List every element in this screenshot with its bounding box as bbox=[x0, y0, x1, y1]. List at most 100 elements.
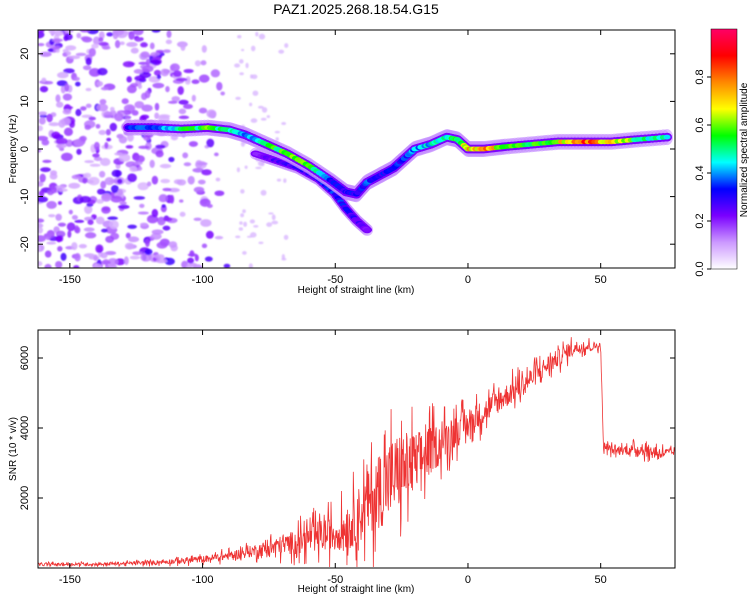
noise-blob bbox=[57, 201, 62, 205]
noise-blob bbox=[127, 224, 137, 229]
noise-blob bbox=[132, 251, 143, 256]
noise-blob bbox=[240, 189, 245, 194]
x-tick-label: -100 bbox=[192, 274, 214, 286]
noise-blob bbox=[151, 229, 164, 235]
noise-blob bbox=[101, 228, 108, 233]
noise-blob bbox=[155, 258, 168, 264]
noise-blob bbox=[75, 81, 81, 87]
noise-blob bbox=[125, 232, 131, 239]
noise-blob bbox=[255, 166, 262, 170]
noise-blob bbox=[56, 236, 62, 243]
noise-blob bbox=[74, 219, 85, 223]
noise-blob bbox=[38, 261, 43, 267]
noise-blob bbox=[38, 244, 42, 252]
noise-blob bbox=[165, 39, 173, 45]
noise-blob bbox=[200, 219, 212, 227]
noise-blob bbox=[45, 232, 51, 241]
noise-blob bbox=[242, 209, 246, 214]
noise-blob bbox=[48, 122, 60, 127]
noise-blob bbox=[201, 45, 207, 53]
noise-blob bbox=[168, 241, 178, 248]
noise-blob bbox=[124, 115, 131, 120]
noise-blob bbox=[144, 90, 151, 99]
noise-blob bbox=[183, 68, 194, 74]
noise-blob bbox=[127, 236, 140, 243]
snr-panel: -150 -100 -50 0 50 2000 4000 6000 Height of st… bbox=[8, 329, 676, 595]
noise-blob bbox=[98, 37, 104, 42]
noise-blob bbox=[92, 36, 101, 45]
noise-blob bbox=[79, 135, 87, 142]
noise-blob bbox=[239, 59, 244, 64]
noise-blob bbox=[95, 124, 101, 129]
noise-blob bbox=[106, 32, 114, 37]
noise-blob bbox=[187, 257, 195, 264]
noise-blob bbox=[38, 235, 46, 243]
noise-blob bbox=[55, 101, 64, 108]
noise-blob bbox=[150, 52, 161, 56]
noise-blob bbox=[62, 49, 69, 53]
noise-blob bbox=[63, 127, 73, 137]
noise-blob bbox=[198, 74, 210, 83]
noise-blob bbox=[238, 227, 244, 231]
noise-blob bbox=[38, 30, 45, 39]
noise-blob bbox=[146, 181, 152, 187]
noise-blob bbox=[57, 222, 67, 227]
noise-blob bbox=[79, 196, 92, 203]
noise-blob bbox=[179, 199, 184, 203]
noise-blob bbox=[54, 30, 64, 37]
noise-blob bbox=[57, 246, 63, 252]
noise-blob bbox=[135, 38, 142, 42]
snr-frame bbox=[37, 329, 676, 569]
noise-blob bbox=[258, 33, 266, 40]
x-tick-label: -50 bbox=[327, 574, 343, 586]
noise-blob bbox=[201, 169, 212, 176]
noise-blob bbox=[102, 46, 111, 50]
noise-blob bbox=[139, 203, 145, 208]
noise-blob bbox=[75, 52, 87, 57]
noise-blob bbox=[241, 48, 245, 52]
noise-blob bbox=[46, 241, 57, 245]
noise-blob bbox=[105, 129, 111, 136]
noise-blob bbox=[180, 43, 186, 51]
noise-blob bbox=[68, 182, 81, 189]
noise-blob bbox=[156, 241, 168, 249]
noise-blob bbox=[38, 226, 44, 234]
noise-blob bbox=[156, 74, 162, 80]
noise-blob bbox=[245, 62, 249, 69]
noise-blob bbox=[126, 76, 132, 83]
noise-blob bbox=[234, 63, 241, 68]
noise-blob bbox=[64, 33, 73, 41]
noise-blob bbox=[38, 190, 45, 197]
y-tick-label: 2000 bbox=[19, 486, 31, 510]
noise-blob bbox=[166, 30, 172, 38]
noise-blob bbox=[250, 118, 258, 123]
noise-blob bbox=[65, 45, 77, 51]
noise-blob bbox=[118, 135, 128, 144]
noise-blob bbox=[237, 34, 242, 39]
noise-blob bbox=[61, 152, 73, 162]
noise-blob bbox=[133, 68, 144, 74]
noise-blob bbox=[78, 243, 87, 249]
noise-blob bbox=[38, 42, 45, 47]
noise-blob bbox=[266, 115, 271, 119]
x-tick-label: -150 bbox=[59, 274, 81, 286]
noise-blob bbox=[119, 201, 127, 205]
noise-blob bbox=[117, 188, 123, 196]
noise-blob bbox=[54, 185, 66, 189]
noise-blob bbox=[74, 226, 81, 234]
noise-blob bbox=[110, 195, 123, 203]
noise-blob bbox=[57, 71, 69, 79]
noise-blob bbox=[188, 141, 198, 147]
noise-blob bbox=[154, 102, 160, 111]
noise-blob bbox=[64, 105, 74, 110]
noise-blob bbox=[38, 125, 44, 132]
noise-blob bbox=[249, 102, 253, 107]
noise-blob bbox=[48, 30, 56, 34]
noise-blob bbox=[129, 165, 138, 173]
noise-blob bbox=[76, 148, 82, 155]
noise-blob bbox=[51, 131, 61, 139]
noise-blob bbox=[55, 94, 61, 103]
noise-blob bbox=[134, 155, 145, 163]
noise-blob bbox=[56, 80, 68, 87]
noise-blob bbox=[172, 70, 182, 78]
